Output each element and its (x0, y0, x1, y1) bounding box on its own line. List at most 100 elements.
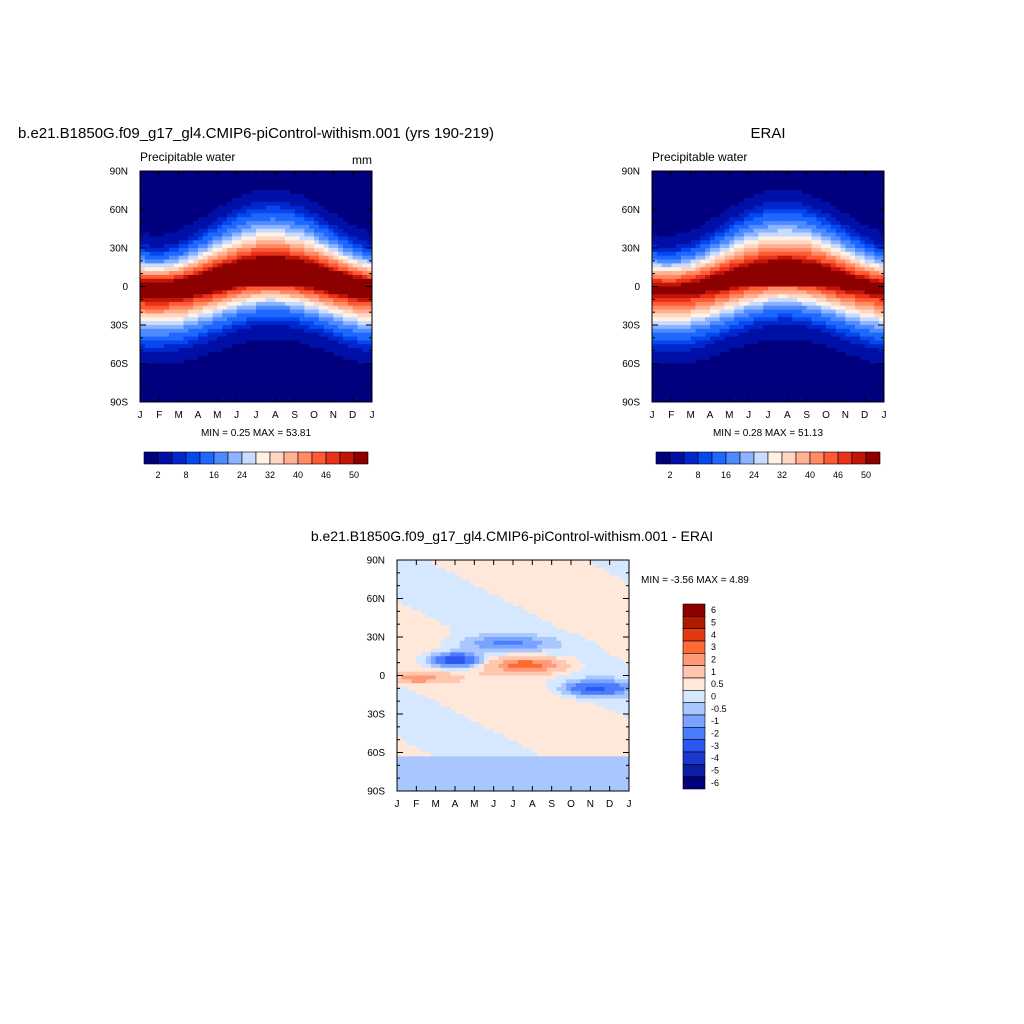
field-cell (251, 178, 257, 184)
field-cell (251, 267, 257, 272)
field-cell (140, 359, 146, 365)
field-cell (309, 248, 315, 253)
field-cell (193, 213, 199, 218)
field-cell (202, 274, 209, 280)
field-cell (222, 221, 228, 226)
y-tick-label: 90N (110, 167, 128, 178)
field-cell (835, 294, 842, 299)
field-cell (212, 282, 218, 288)
field-cell (318, 236, 325, 241)
field-cell (222, 290, 228, 295)
field-cell (256, 394, 262, 399)
field-cell (864, 221, 871, 226)
field-cell (681, 209, 687, 214)
field-cell (671, 201, 677, 207)
field-cell (159, 248, 165, 253)
field-cell (719, 174, 726, 180)
field-cell (227, 394, 233, 399)
field-cell (285, 271, 291, 276)
field-cell (236, 274, 243, 280)
field-cell (251, 340, 257, 345)
field-cell (154, 224, 160, 230)
field-cell (792, 278, 798, 284)
field-cell (289, 321, 296, 326)
field-cell (260, 286, 267, 291)
field-cell (217, 367, 223, 372)
field-cell (231, 325, 238, 330)
field-cell (864, 274, 871, 280)
field-cell (178, 217, 185, 222)
y-tick-label: 90S (110, 398, 128, 409)
field-cell (183, 390, 189, 395)
field-cell (777, 278, 784, 284)
field-cell (159, 240, 165, 245)
field-cell (719, 301, 726, 307)
field-cell (285, 313, 291, 318)
field-cell (227, 298, 233, 303)
field-cell (188, 271, 194, 276)
field-cell (806, 186, 813, 191)
field-cell (333, 209, 339, 214)
field-cell (367, 378, 372, 384)
field-cell (285, 367, 291, 372)
field-cell (347, 248, 354, 253)
field-cell (256, 274, 262, 280)
field-cell (328, 375, 334, 380)
field-cell (299, 371, 305, 376)
field-cell (835, 194, 842, 199)
field-cell (710, 305, 716, 311)
field-cell (159, 201, 165, 207)
field-cell (367, 267, 372, 272)
field-cell (241, 244, 247, 249)
field-cell (739, 278, 745, 284)
field-cell (859, 263, 866, 268)
field-cell (777, 267, 784, 272)
field-cell (792, 221, 798, 226)
field-cell (705, 248, 711, 253)
field-cell (299, 317, 305, 322)
field-cell (270, 348, 276, 353)
field-cell (835, 305, 842, 311)
field-cell (676, 321, 682, 326)
field-cell (874, 194, 880, 199)
field-cell (323, 398, 330, 402)
field-cell (178, 375, 185, 380)
field-cell (217, 217, 223, 222)
field-cell (826, 221, 832, 226)
field-cell (801, 278, 808, 284)
field-cell (676, 271, 682, 276)
field-cell (719, 190, 726, 195)
field-cell (270, 217, 276, 222)
field-cell (850, 255, 856, 261)
field-cell (309, 263, 315, 268)
field-cell (758, 255, 764, 261)
field-cell (695, 251, 701, 257)
field-cell (251, 263, 257, 268)
field-cell (816, 298, 822, 303)
field-cell (275, 224, 281, 230)
field-cell (294, 332, 301, 338)
field-cell (768, 286, 774, 291)
field-cell (241, 174, 247, 180)
field-cell (309, 267, 315, 272)
field-cell (806, 294, 813, 299)
field-cell (874, 236, 880, 241)
field-cell (251, 240, 257, 245)
field-cell (169, 248, 175, 253)
field-cell (280, 309, 286, 315)
field-cell (236, 367, 243, 372)
field-cell (198, 201, 204, 207)
field-cell (164, 248, 170, 253)
field-cell (806, 255, 813, 261)
field-cell (347, 348, 354, 353)
field-cell (251, 194, 257, 199)
field-cell (304, 228, 310, 234)
field-cell (739, 286, 745, 291)
field-cell (787, 186, 793, 191)
field-cell (859, 209, 866, 214)
field-cell (840, 259, 846, 264)
field-cell (792, 174, 798, 180)
field-cell (705, 271, 711, 276)
field-cell (227, 294, 233, 299)
field-cell (806, 282, 813, 288)
